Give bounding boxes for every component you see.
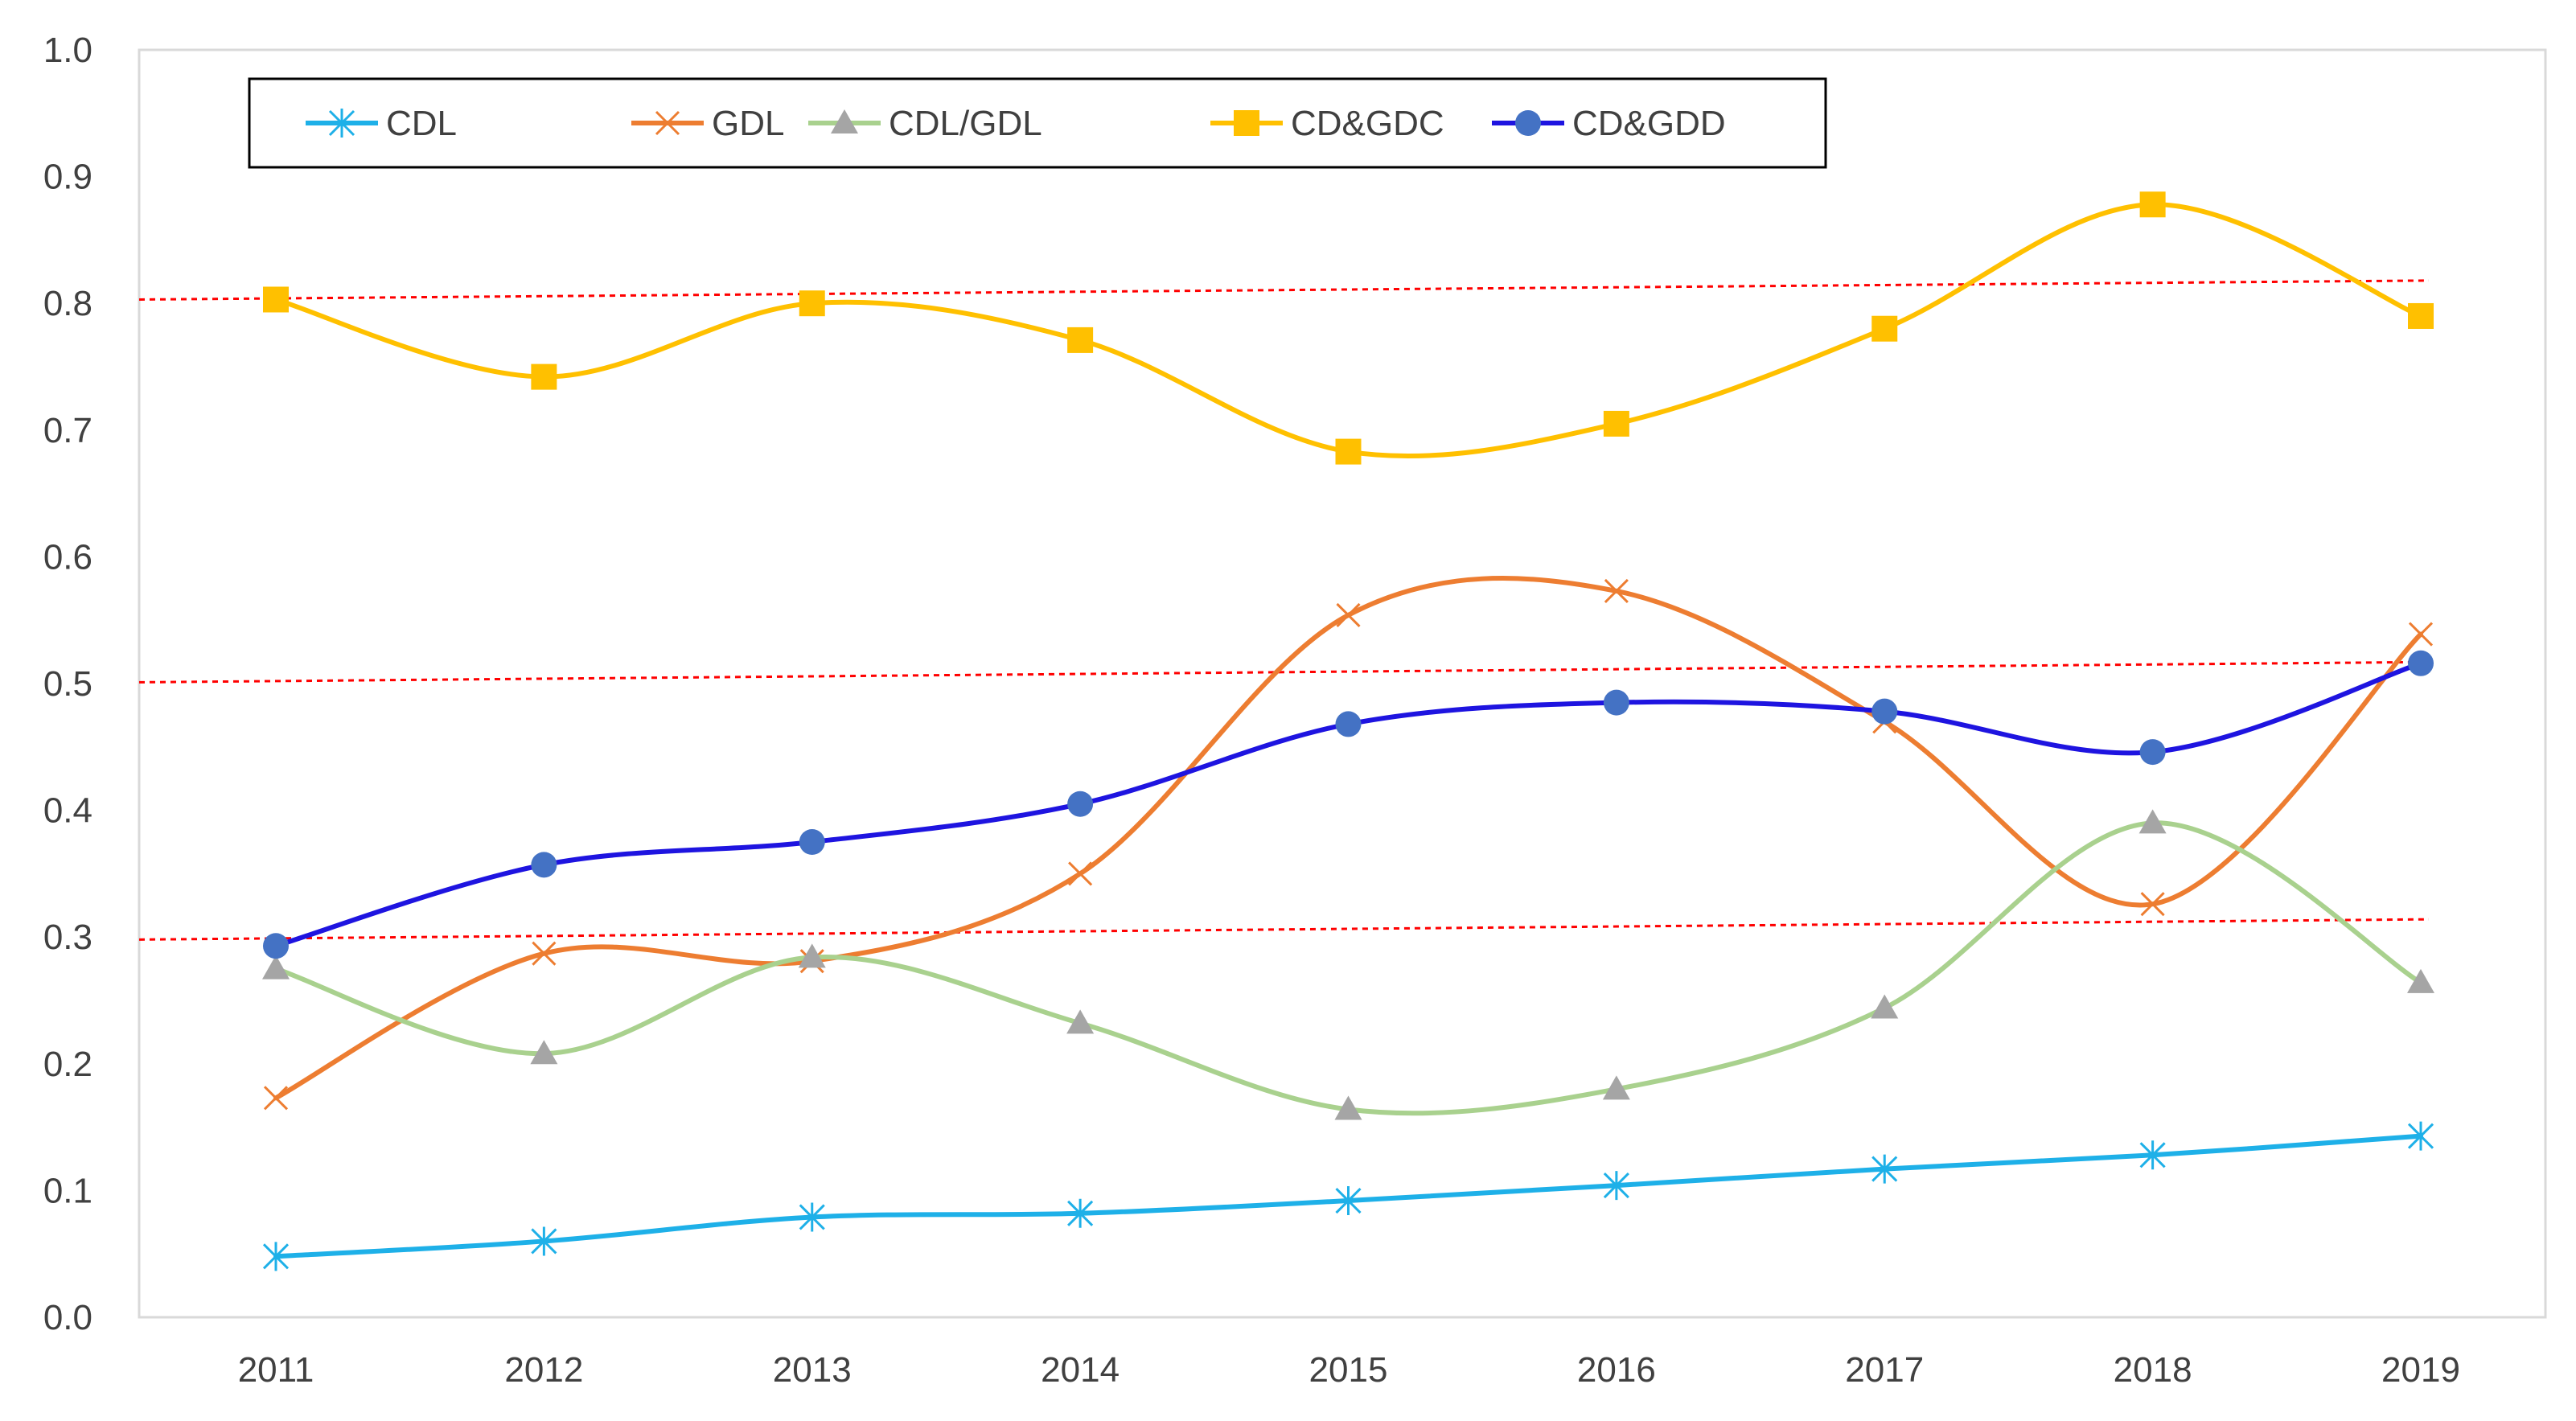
legend-label: GDL [712, 104, 784, 143]
data-point-marker [1067, 1198, 1094, 1228]
y-tick-label: 0.8 [43, 284, 92, 323]
x-tick-label: 2012 [504, 1350, 583, 1390]
data-point-marker [1603, 410, 1629, 437]
legend-label: CDL [386, 104, 457, 143]
data-point-marker [1602, 1075, 1630, 1100]
data-point-marker [1871, 994, 1899, 1019]
data-point-marker [2408, 302, 2434, 329]
y-tick-label: 0.0 [43, 1298, 92, 1337]
y-tick-label: 0.5 [43, 664, 92, 704]
y-tick-label: 0.7 [43, 411, 92, 450]
data-point-marker [1335, 1186, 1362, 1216]
y-tick-label: 0.2 [43, 1045, 92, 1084]
data-point-marker [531, 852, 557, 878]
data-point-marker [1334, 1095, 1362, 1120]
data-point-marker [1335, 438, 1362, 465]
legend-swatch-marker [655, 110, 680, 136]
series-line [273, 576, 2423, 1101]
reference-line-low [138, 918, 2430, 941]
x-axis-ticks: 2011 2012 2013 2014 2015 2016 2017 2018 2019 [238, 1350, 2460, 1390]
data-point-marker [1336, 602, 1361, 627]
data-point-marker [799, 290, 825, 317]
reference-lines [138, 279, 2430, 941]
data-point-marker [262, 955, 290, 980]
data-point-marker [1067, 791, 1094, 817]
data-point-marker [2139, 739, 2166, 766]
legend-swatch-marker [1234, 110, 1259, 136]
data-point-marker [2407, 1121, 2434, 1151]
legend-entry: CDL/GDL [808, 104, 1042, 143]
series-cd-gdc [263, 191, 2434, 465]
legend-entry: CD&GDC [1210, 104, 1444, 143]
series-gdl [263, 576, 2434, 1111]
data-point-marker [262, 1242, 290, 1271]
y-tick-label: 0.6 [43, 537, 92, 577]
data-point-marker [263, 1086, 289, 1111]
reference-line-high [138, 279, 2430, 301]
data-point-marker [1871, 315, 1898, 342]
x-tick-label: 2015 [1309, 1350, 1388, 1390]
legend-entry: CDL [306, 104, 457, 143]
data-point-marker [2138, 809, 2167, 834]
y-tick-label: 0.4 [43, 791, 92, 831]
data-point-marker [530, 1040, 558, 1065]
data-point-marker [1871, 1154, 1898, 1184]
data-point-marker [263, 286, 289, 313]
plot-area-frame [138, 48, 2547, 1319]
y-tick-label: 0.9 [43, 158, 92, 197]
x-tick-label: 2014 [1041, 1350, 1120, 1390]
x-tick-label: 2018 [2114, 1350, 2192, 1390]
y-axis-ticks: 0.0 0.1 0.2 0.3 0.4 0.5 0.6 0.7 0.8 0.9 1.0 [43, 31, 92, 1337]
data-point-marker [2407, 968, 2434, 993]
legend-entry: GDL [631, 104, 784, 143]
x-tick-label: 2016 [1577, 1350, 1656, 1390]
data-point-marker [2139, 191, 2166, 218]
series-line [273, 660, 2423, 949]
y-tick-label: 1.0 [43, 31, 92, 70]
data-point-marker [2408, 622, 2434, 647]
data-point-marker [2139, 1140, 2166, 1170]
x-tick-label: 2013 [773, 1350, 852, 1390]
data-point-marker [263, 933, 289, 959]
data-point-marker [1604, 578, 1629, 604]
legend-swatch-marker [1515, 110, 1541, 136]
series-line [273, 820, 2423, 1116]
data-point-marker [799, 1202, 825, 1232]
data-point-marker [1066, 1009, 1095, 1034]
data-point-marker [531, 1226, 557, 1256]
data-point-marker [1603, 1171, 1629, 1201]
data-point-marker [1067, 327, 1094, 353]
series-layer [262, 191, 2434, 1271]
x-tick-label: 2011 [238, 1350, 314, 1390]
data-point-marker [799, 829, 825, 855]
data-point-marker [2140, 892, 2165, 917]
legend-label: CD&GDD [1572, 104, 1726, 143]
y-tick-label: 0.3 [43, 918, 92, 957]
x-tick-label: 2019 [2381, 1350, 2460, 1390]
reference-line-mid [138, 660, 2430, 684]
legend-swatch-marker [831, 109, 858, 133]
y-tick-label: 0.1 [43, 1171, 92, 1210]
data-point-marker [2408, 650, 2434, 676]
data-point-marker [1603, 689, 1629, 716]
legend: CDL GDL CDL/GDL CD&GDC CD&GDD [248, 77, 1827, 169]
series-cdl-gdl [262, 809, 2434, 1120]
legend-swatch-marker [328, 109, 355, 138]
series-cdl [262, 1121, 2434, 1271]
data-point-marker [1335, 711, 1362, 737]
series-line [273, 202, 2423, 459]
legend-label: CD&GDC [1291, 104, 1444, 143]
data-point-marker [532, 941, 557, 966]
legend-label: CDL/GDL [889, 104, 1042, 143]
data-point-marker [1871, 698, 1898, 725]
legend-entry: CD&GDD [1492, 104, 1726, 143]
data-point-marker [1068, 861, 1093, 886]
x-tick-label: 2017 [1845, 1350, 1924, 1390]
data-point-marker [531, 363, 557, 390]
series-cd-gdd [263, 650, 2434, 959]
data-point-marker [798, 943, 826, 968]
